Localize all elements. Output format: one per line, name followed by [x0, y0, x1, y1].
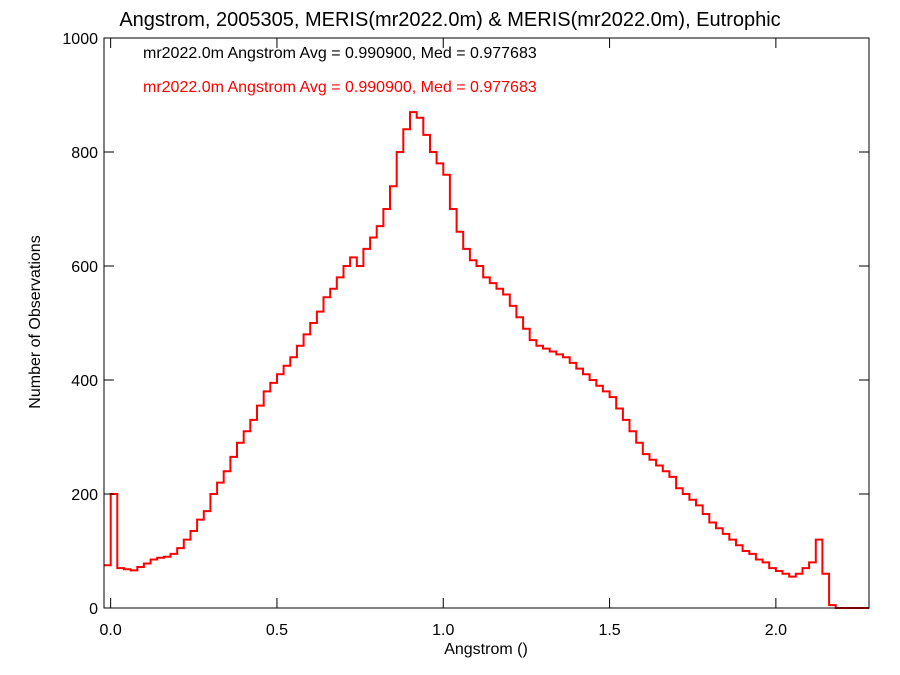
x-axis-label: Angstrom () [444, 641, 528, 658]
series-line-1 [104, 111, 869, 609]
y-tick-label: 800 [71, 145, 98, 162]
y-axis-label: Number of Observations [27, 235, 44, 408]
y-tick-label: 600 [71, 259, 98, 276]
y-tick-label: 1000 [62, 31, 98, 48]
x-tick-label: 0.5 [266, 622, 288, 639]
y-tick-label: 400 [71, 373, 98, 390]
legend-entry-2: mr2022.0m Angstrom Avg = 0.990900, Med =… [143, 79, 537, 96]
x-tick-label: 1.5 [598, 622, 620, 639]
legend: mr2022.0m Angstrom Avg = 0.990900, Med =… [143, 45, 537, 96]
chart-title: Angstrom, 2005305, MERIS(mr2022.0m) & ME… [119, 9, 780, 31]
x-tick-label: 0.0 [100, 622, 122, 639]
plot-area [104, 111, 869, 609]
y-tick-label: 200 [71, 487, 98, 504]
legend-entry-1: mr2022.0m Angstrom Avg = 0.990900, Med =… [143, 45, 537, 62]
axes: 0 200 400 600 800 1000 0.0 0.5 1.0 1.5 2.0 [62, 31, 870, 639]
y-tick-label: 0 [89, 601, 98, 618]
x-tick-label: 1.0 [432, 622, 454, 639]
x-tick-label: 2.0 [765, 622, 787, 639]
plot-frame [103, 37, 870, 609]
